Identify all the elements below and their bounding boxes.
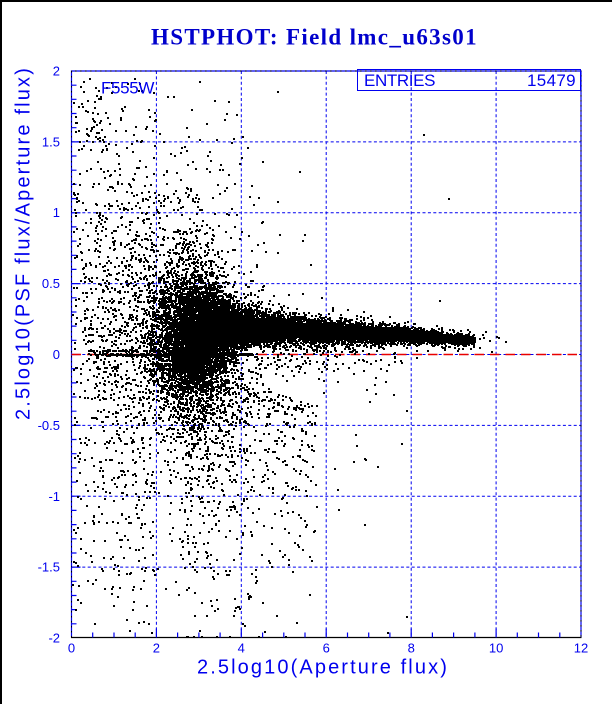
svg-text:1: 1 xyxy=(53,205,60,220)
svg-text:2: 2 xyxy=(53,64,60,79)
svg-text:0: 0 xyxy=(53,347,60,362)
svg-text:2.5log10(Aperture flux): 2.5log10(Aperture flux) xyxy=(197,657,449,679)
svg-text:-0.5: -0.5 xyxy=(38,418,60,433)
svg-text:1.5: 1.5 xyxy=(42,134,60,149)
svg-text:F555W: F555W xyxy=(101,79,154,98)
svg-text:12: 12 xyxy=(574,641,588,656)
svg-text:-2: -2 xyxy=(48,631,60,646)
svg-text:6: 6 xyxy=(323,641,330,656)
svg-text:-1: -1 xyxy=(48,489,60,504)
svg-text:2: 2 xyxy=(153,641,160,656)
svg-text:4: 4 xyxy=(238,641,245,656)
svg-text:10: 10 xyxy=(489,641,503,656)
svg-text:2.5log10(PSF flux/Aperture flu: 2.5log10(PSF flux/Aperture flux) xyxy=(13,66,35,420)
svg-text:0.5: 0.5 xyxy=(42,276,60,291)
svg-text:ENTRIES: ENTRIES xyxy=(364,71,435,90)
svg-text:0: 0 xyxy=(68,641,75,656)
svg-text:HSTPHOT: Field lmc_u63s01: HSTPHOT: Field lmc_u63s01 xyxy=(151,25,478,50)
svg-text:-1.5: -1.5 xyxy=(38,560,60,575)
svg-text:15479: 15479 xyxy=(527,71,576,90)
svg-text:8: 8 xyxy=(408,641,415,656)
